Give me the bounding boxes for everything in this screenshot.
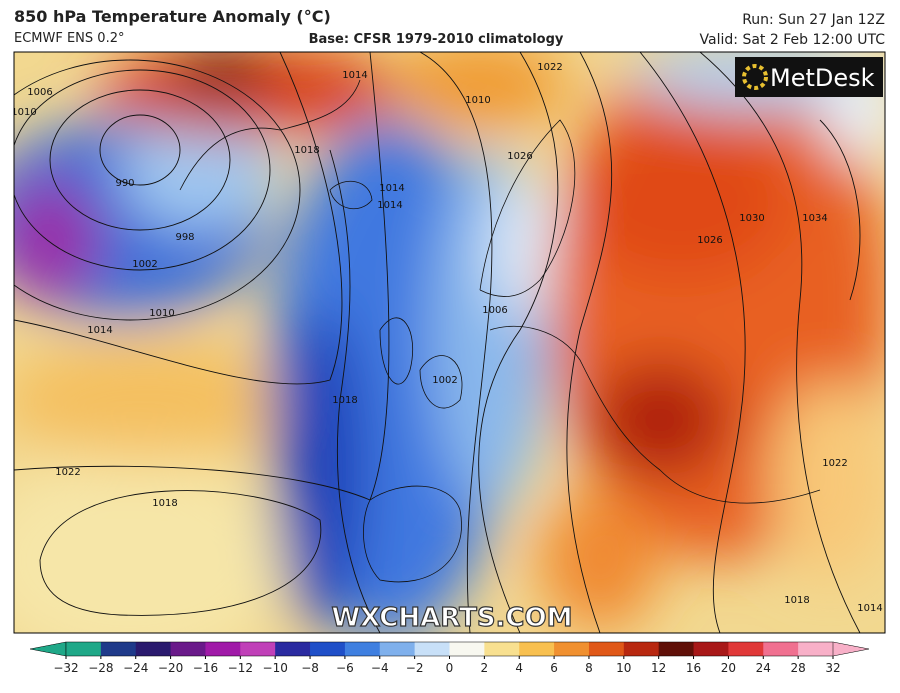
isobar-label: 1014 bbox=[857, 603, 882, 614]
colorbar-segment bbox=[693, 642, 729, 656]
valid: Valid: Sat 2 Feb 12:00 UTC bbox=[700, 32, 886, 48]
colorbar-segment bbox=[275, 642, 311, 656]
isobar-label: 990 bbox=[115, 178, 134, 189]
isobar-label: 1022 bbox=[537, 62, 562, 73]
colorbar-tick-label: 6 bbox=[550, 661, 558, 675]
colorbar-segment bbox=[519, 642, 555, 656]
colorbar-tick-label: −12 bbox=[228, 661, 253, 675]
colorbar-segment bbox=[588, 642, 625, 656]
isobar-label: 1006 bbox=[27, 87, 52, 98]
colorbar-tick-label: −16 bbox=[193, 661, 218, 675]
colorbar-segment bbox=[798, 642, 834, 656]
colorbar-segment bbox=[100, 642, 137, 656]
colorbar-segment bbox=[658, 642, 695, 656]
colorbar-segment bbox=[414, 642, 450, 656]
colorbar-tick-label: −8 bbox=[301, 661, 319, 675]
colorbar-tick-label: −4 bbox=[371, 661, 389, 675]
colorbar-segment bbox=[763, 642, 799, 656]
isobar-label: 1006 bbox=[482, 305, 507, 316]
colorbar-tick-label: 28 bbox=[790, 661, 805, 675]
isobar-label: 1030 bbox=[739, 213, 764, 224]
isobar-label: 1026 bbox=[697, 235, 722, 246]
colorbar-tick-label: −32 bbox=[53, 661, 78, 675]
isobar-label: 1002 bbox=[432, 375, 457, 386]
colorbar-tick-label: 12 bbox=[651, 661, 666, 675]
colorbar-segment bbox=[554, 642, 590, 656]
map: 1006 1010 990 998 1002 1010 1014 1018 1014 1010 10… bbox=[11, 52, 885, 633]
isobar-label: 1010 bbox=[149, 308, 174, 319]
colorbar-tick-label: −28 bbox=[88, 661, 113, 675]
colorbar-end bbox=[832, 641, 870, 657]
title: 850 hPa Temperature Anomaly (°C) bbox=[14, 7, 331, 26]
colorbar-segment bbox=[310, 642, 346, 656]
isobar-label: 1014 bbox=[87, 325, 112, 336]
isobar-label: 1018 bbox=[784, 595, 809, 606]
colorbar-tick-label: 2 bbox=[481, 661, 489, 675]
isobars bbox=[14, 52, 861, 633]
colorbar-tick-label: 10 bbox=[616, 661, 631, 675]
logo-icon bbox=[742, 64, 768, 90]
isobar-label: 998 bbox=[175, 232, 194, 243]
isobar-label: 1034 bbox=[802, 213, 827, 224]
colorbar-tick-label: 16 bbox=[686, 661, 701, 675]
isobar-label: 1014 bbox=[342, 70, 367, 81]
isobar-label: 1014 bbox=[379, 183, 404, 194]
isobar-label: 1002 bbox=[132, 259, 157, 270]
colorbar-segment bbox=[379, 642, 416, 656]
colorbar-segment bbox=[449, 642, 485, 656]
colorbar-segment bbox=[240, 642, 276, 656]
colorbar-tick-label: 4 bbox=[515, 661, 523, 675]
model: ECMWF ENS 0.2° bbox=[14, 31, 124, 46]
isobar-label: 1014 bbox=[377, 200, 402, 211]
map-frame bbox=[13, 51, 886, 634]
colorbar-tick-label: 32 bbox=[825, 661, 840, 675]
base: Base: CFSR 1979-2010 climatology bbox=[309, 32, 564, 47]
colorbar-tick-label: −24 bbox=[123, 661, 148, 675]
colorbar: −32 −28 −24 −20 −16 −12 −10 −8 −6 −4 −2 0 2 4 6 8 10 12 16… bbox=[29, 641, 870, 675]
colorbar-tick-label: −20 bbox=[158, 661, 183, 675]
isobar-label: 1018 bbox=[332, 395, 357, 406]
colorbar-tick-label: 8 bbox=[585, 661, 593, 675]
isobar-label: 1010 bbox=[465, 95, 490, 106]
colorbar-tick-label: −6 bbox=[336, 661, 354, 675]
colorbar-tick-label: 24 bbox=[756, 661, 771, 675]
coastlines bbox=[179, 79, 821, 583]
isobar-label: 1026 bbox=[507, 151, 532, 162]
logo: MetDesk bbox=[770, 64, 875, 92]
colorbar-tick-label: −10 bbox=[263, 661, 288, 675]
colorbar-tick-label: 20 bbox=[721, 661, 736, 675]
colorbar-tick-label: 0 bbox=[446, 661, 454, 675]
isobar-label: 1018 bbox=[294, 145, 319, 156]
isobar-label: 1022 bbox=[822, 458, 847, 469]
colorbar-end bbox=[29, 641, 67, 657]
colorbar-segment bbox=[728, 642, 764, 656]
colorbar-segment bbox=[135, 642, 172, 656]
colorbar-tick-label: −2 bbox=[406, 661, 424, 675]
isobar-label: 1010 bbox=[11, 107, 36, 118]
isobar-label: 1022 bbox=[55, 467, 80, 478]
colorbar-segment bbox=[623, 642, 660, 656]
colorbar-segment bbox=[66, 642, 102, 656]
colorbar-segment bbox=[205, 642, 241, 656]
run: Run: Sun 27 Jan 12Z bbox=[742, 12, 885, 28]
colorbar-segment bbox=[484, 642, 520, 656]
logo-box bbox=[735, 57, 883, 97]
isobar-label: 1018 bbox=[152, 498, 177, 509]
watermark: WXCHARTS.COM bbox=[331, 603, 572, 633]
colorbar-segment bbox=[170, 642, 206, 656]
colorbar-segment bbox=[344, 642, 381, 656]
